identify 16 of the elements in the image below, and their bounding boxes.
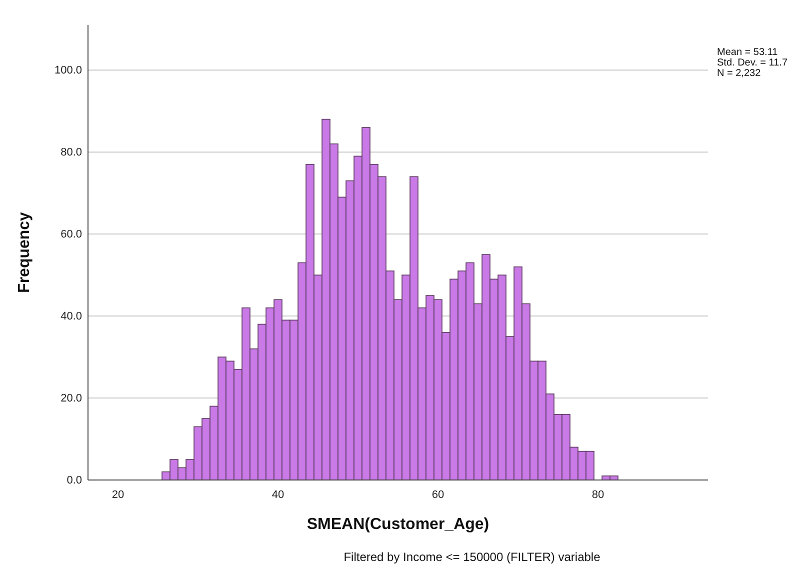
- x-tick-label: 60: [432, 488, 444, 501]
- text: N = 2,232: [717, 68, 762, 79]
- x-tick-label: 20: [112, 488, 124, 501]
- text: Filtered by Income <= 150000 (FILTER) variable: [344, 550, 601, 564]
- y-tick-label: 40.0: [60, 310, 82, 323]
- text: Std. Dev. = 11.7: [717, 58, 788, 68]
- text: Mean = 53.11: [717, 47, 778, 58]
- y-axis-title: Frequency: [16, 212, 33, 293]
- y-tick-label: 20.0: [60, 392, 82, 405]
- y-tick-label: 0.0: [66, 474, 82, 487]
- y-tick-label: 80.0: [60, 146, 82, 159]
- x-axis-title: SMEAN(Customer_Age): [306, 516, 490, 533]
- y-tick-label: 60.0: [60, 228, 82, 241]
- y-tick-label: 100.0: [54, 64, 82, 77]
- x-tick-label: 40: [272, 488, 284, 501]
- x-tick-label: 80: [592, 488, 604, 501]
